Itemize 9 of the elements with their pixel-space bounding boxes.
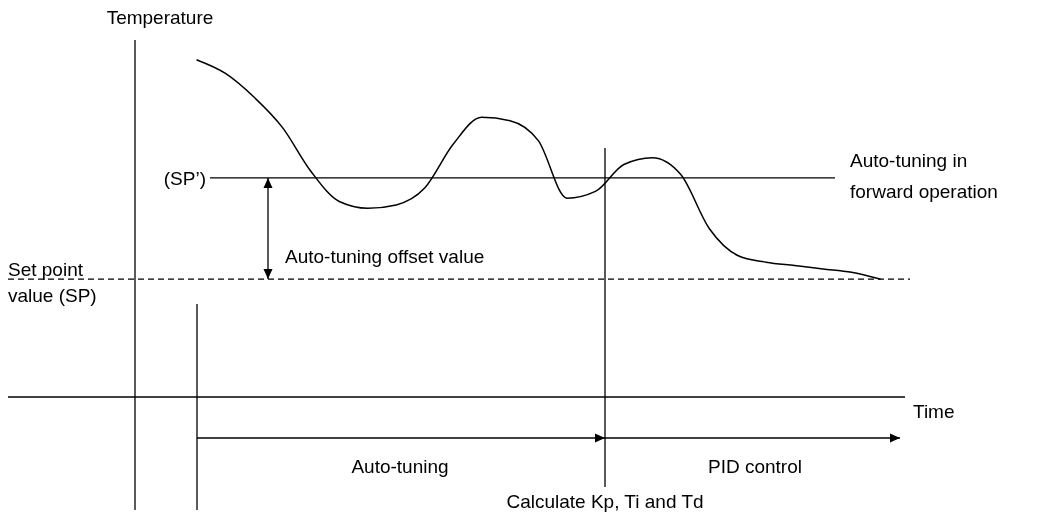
y-axis-title: Temperature [106, 7, 214, 28]
text: PID control [708, 456, 802, 477]
text: Auto-tuning [351, 456, 449, 477]
text: Calculate Kp, Ti and Td [506, 491, 704, 512]
ref-line-label: (SP’) [163, 167, 206, 189]
annotation: Auto-tuning in forward operation [850, 150, 998, 202]
ref-line-label: Set point value (SP) [8, 259, 97, 307]
annotation: Auto-tuning offset value [285, 246, 485, 267]
x-axis-title: Time [913, 401, 955, 422]
